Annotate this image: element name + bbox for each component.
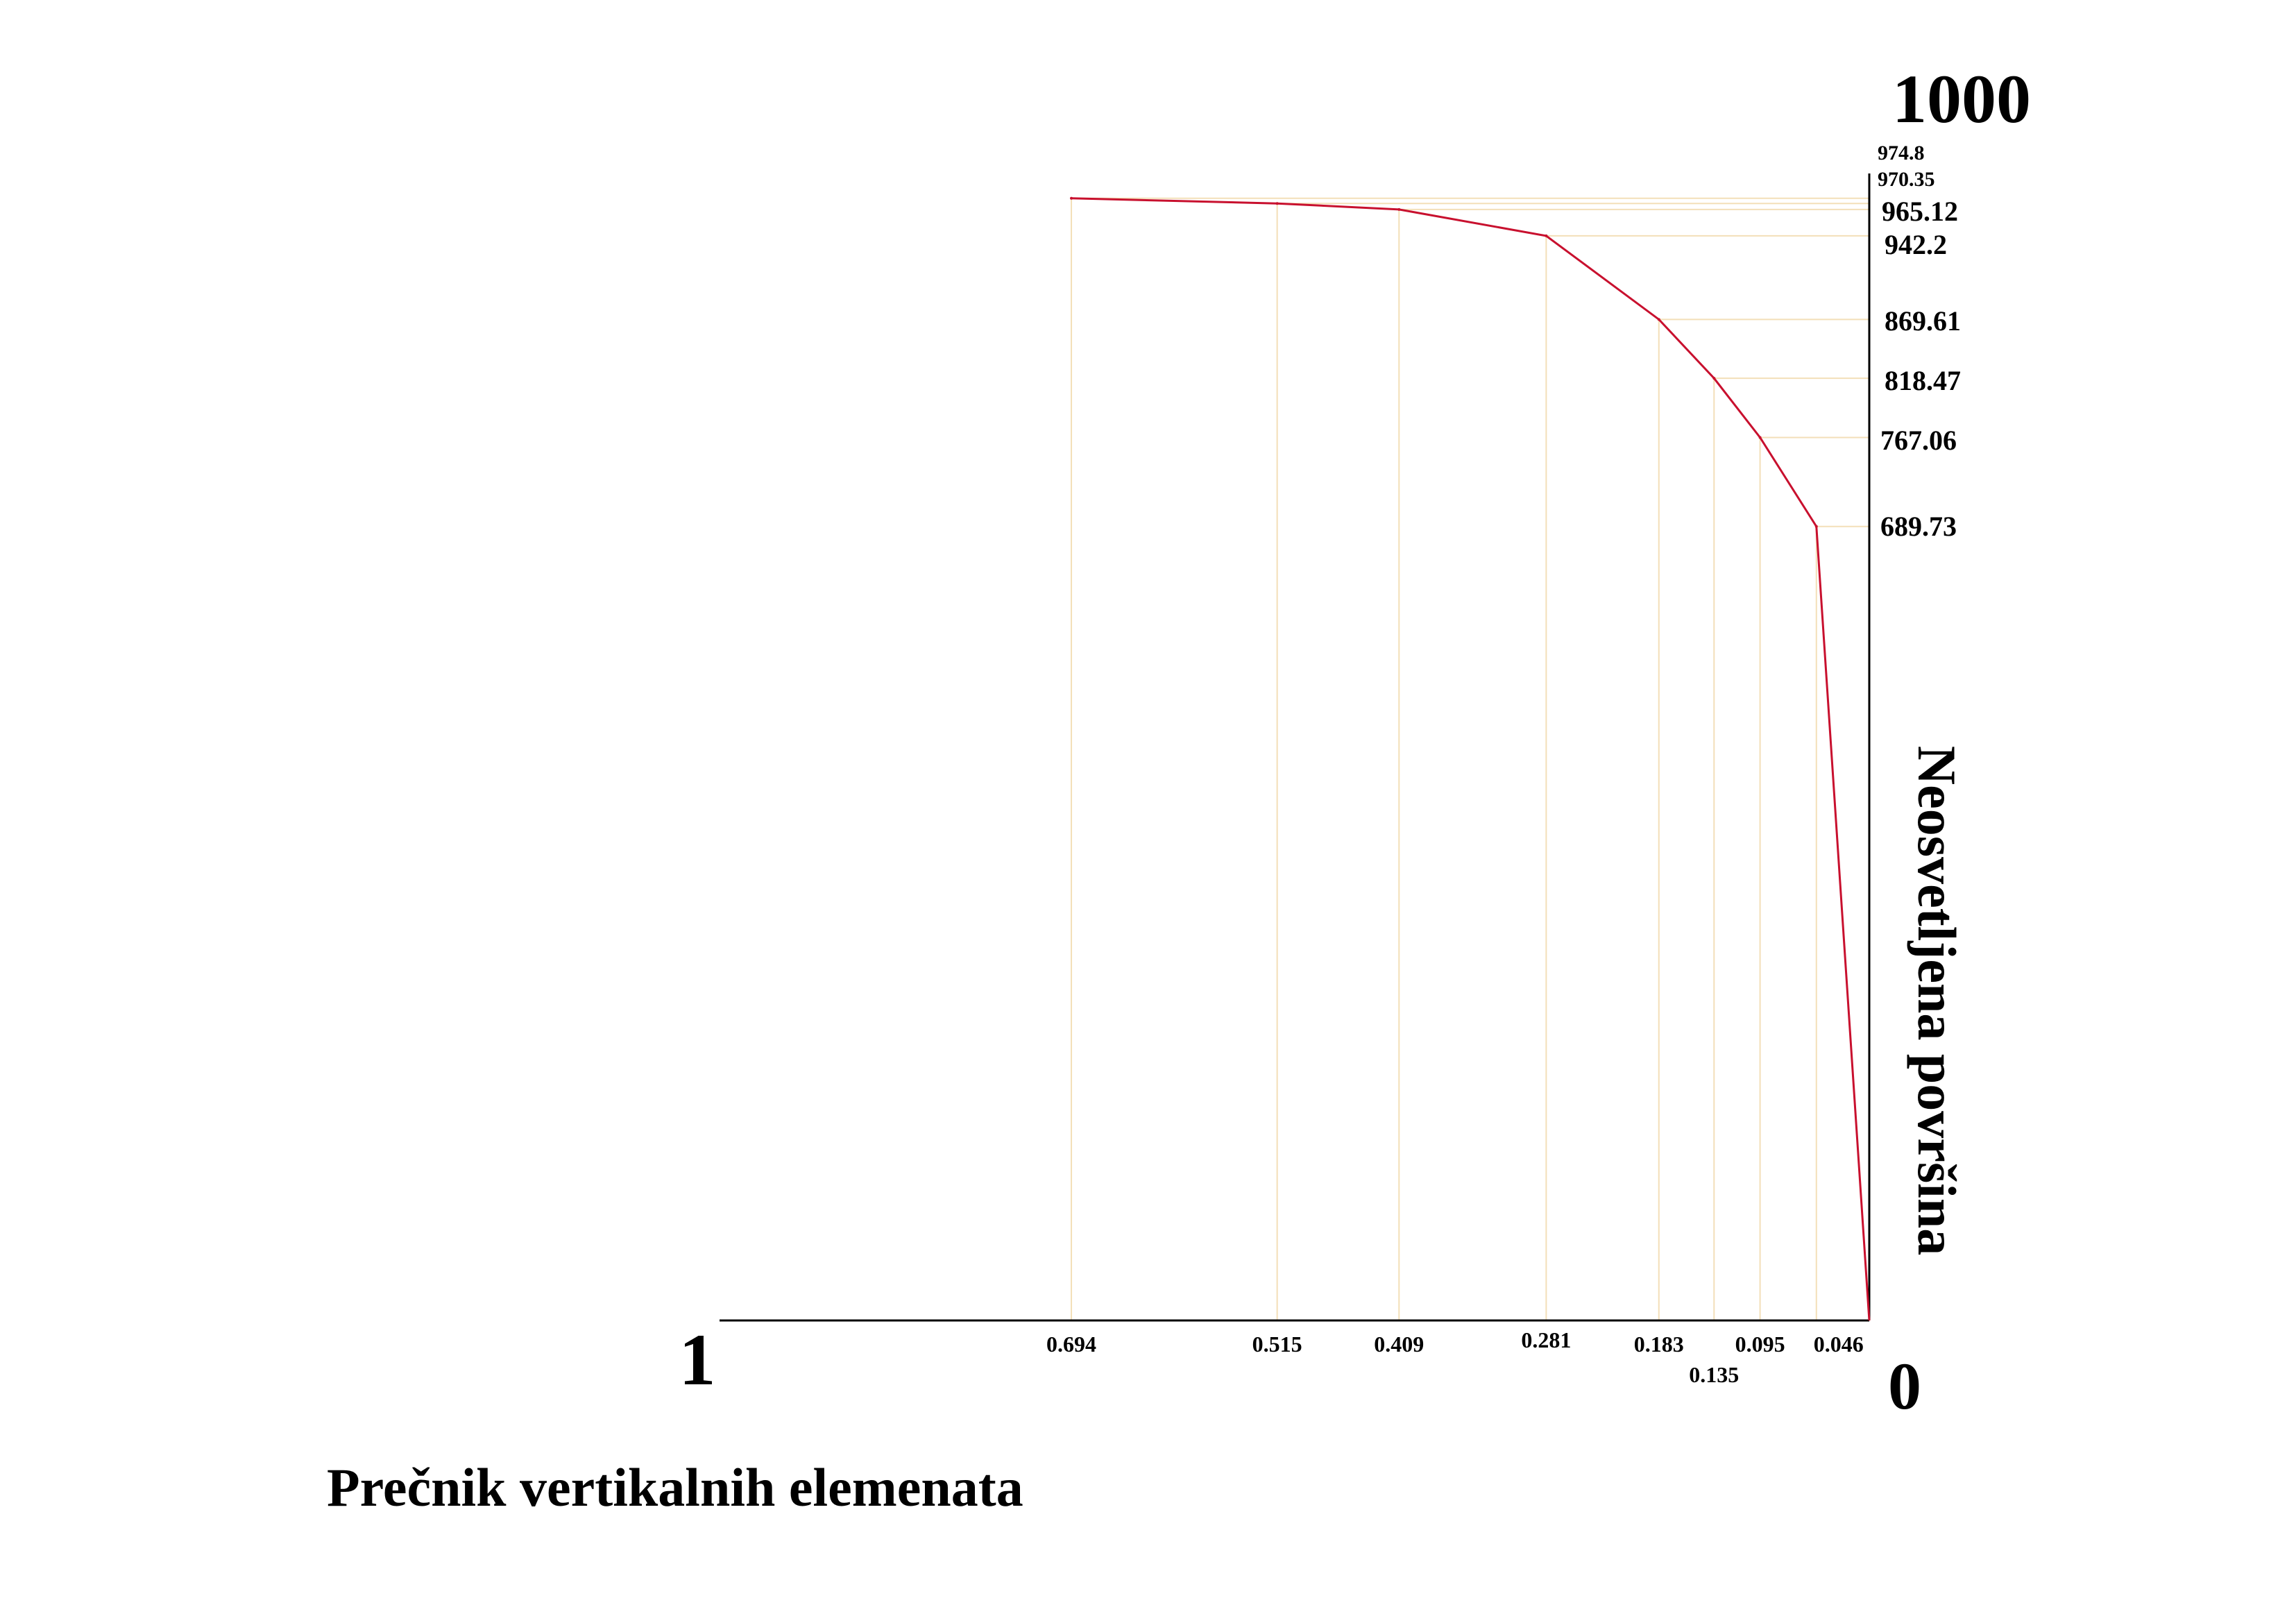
tick-labels: 0.694 974.8 0.515 970.35 0.409 965.12 0.281 942…	[1046, 142, 1961, 1387]
x-max-label: 0	[1888, 1349, 1921, 1423]
x-min-label: 1	[679, 1319, 716, 1400]
y-tick-label: 869.61	[1885, 305, 1961, 337]
x-tick-label: 0.095	[1735, 1332, 1785, 1357]
series-line	[1071, 197, 1871, 1321]
x-tick-label: 0.409	[1374, 1332, 1424, 1357]
x-axis-title: Prečnik vertikalnih elemenata	[327, 1457, 1023, 1518]
y-max-label: 1000	[1892, 60, 2031, 137]
x-tick-label: 0.694	[1046, 1332, 1096, 1357]
y-tick-label: 970.35	[1878, 168, 1935, 191]
y-tick-label: 942.2	[1885, 229, 1947, 260]
x-tick-label: 0.135	[1689, 1362, 1739, 1387]
y-tick-label: 818.47	[1885, 365, 1961, 396]
x-tick-label: 0.046	[1814, 1332, 1864, 1357]
guide-lines	[1070, 196, 1869, 1320]
x-tick-label: 0.281	[1521, 1327, 1571, 1352]
x-tick-label: 0.515	[1252, 1332, 1302, 1357]
y-tick-label: 974.8	[1878, 142, 1925, 164]
y-tick-label: 965.12	[1882, 196, 1958, 227]
y-axis-title: Neosvetljena površina	[1907, 746, 1967, 1255]
y-tick-label: 767.06	[1880, 425, 1957, 456]
x-tick-label: 0.183	[1634, 1332, 1684, 1357]
y-tick-label: 689.73	[1880, 511, 1957, 542]
